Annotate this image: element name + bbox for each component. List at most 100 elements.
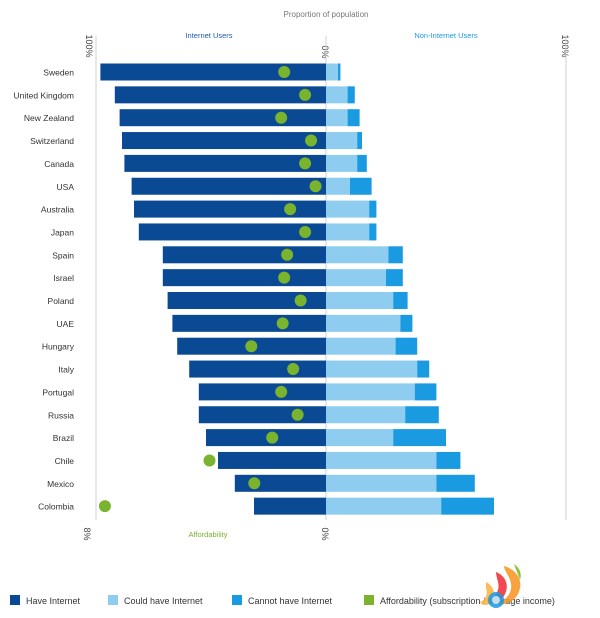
- non-internet-users-header: Non-Internet Users: [414, 31, 478, 40]
- bar-cannot-have-internet: [417, 360, 430, 378]
- country-label: Japan: [51, 227, 74, 237]
- row-usa: USA: [57, 177, 372, 195]
- legend-swatch: [10, 595, 20, 605]
- bar-could-have-internet: [326, 177, 350, 195]
- country-label: Chile: [55, 456, 75, 466]
- bar-could-have-internet: [326, 360, 418, 378]
- bottom-tick-center-0: 0%: [320, 527, 330, 540]
- bar-have-internet: [198, 383, 326, 401]
- bar-could-have-internet: [326, 223, 370, 241]
- affordability-point: [248, 477, 261, 490]
- affordability-point: [276, 317, 289, 330]
- bar-cannot-have-internet: [400, 314, 413, 332]
- country-label: Hungary: [42, 342, 75, 352]
- bar-could-have-internet: [326, 246, 389, 264]
- bar-cannot-have-internet: [441, 497, 494, 515]
- bar-cannot-have-internet: [388, 246, 403, 264]
- bar-cannot-have-internet: [395, 337, 418, 355]
- bottom-tick-left-8: 8%: [82, 527, 92, 540]
- bar-cannot-have-internet: [414, 383, 437, 401]
- bar-could-have-internet: [326, 109, 348, 127]
- bar-have-internet: [134, 200, 326, 218]
- legend-label: Have Internet: [26, 596, 81, 606]
- country-label: Israel: [53, 273, 74, 283]
- affordability-point: [294, 294, 307, 307]
- bar-have-internet: [189, 360, 326, 378]
- bar-could-have-internet: [326, 451, 437, 469]
- country-label: New Zealand: [24, 113, 74, 123]
- row-uae: UAE: [57, 314, 413, 332]
- affordability-point: [305, 134, 318, 147]
- bar-have-internet: [167, 292, 326, 309]
- bar-have-internet: [218, 451, 326, 469]
- bar-could-have-internet: [326, 429, 394, 447]
- row-colombia: Colombia: [38, 497, 494, 515]
- legend-label: Cannot have Internet: [248, 596, 333, 606]
- bar-cannot-have-internet: [393, 292, 408, 309]
- row-australia: Australia: [41, 200, 377, 218]
- bar-cannot-have-internet: [369, 223, 377, 241]
- bar-could-have-internet: [326, 406, 406, 424]
- bar-have-internet: [124, 154, 327, 172]
- bar-cannot-have-internet: [347, 86, 355, 104]
- legend: Have Internet Could have Internet Cannot h…: [10, 595, 555, 606]
- bar-cannot-have-internet: [405, 406, 439, 424]
- top-tick-center-0: 0%: [320, 45, 330, 58]
- legend-item-2: Could have Internet: [108, 595, 203, 606]
- legend-item-3: Cannot have Internet: [232, 595, 333, 606]
- row-poland: Poland: [48, 292, 408, 309]
- bar-could-have-internet: [326, 86, 348, 104]
- bar-could-have-internet: [326, 200, 370, 218]
- affordability-point: [281, 248, 294, 261]
- row-portugal: Portugal: [42, 383, 437, 401]
- bar-have-internet: [114, 86, 326, 104]
- bar-cannot-have-internet: [386, 269, 403, 287]
- row-mexico: Mexico: [47, 474, 475, 492]
- country-label: Mexico: [47, 479, 74, 489]
- bar-could-have-internet: [326, 292, 394, 309]
- bar-have-internet: [100, 63, 327, 81]
- top-tick-right-100: 100%: [560, 34, 570, 57]
- bar-cannot-have-internet: [357, 154, 367, 172]
- row-hungary: Hungary: [42, 337, 418, 355]
- row-canada: Canada: [44, 154, 367, 172]
- affordability-point: [98, 500, 111, 513]
- affordability-point: [275, 385, 288, 398]
- row-russia: Russia: [48, 406, 439, 424]
- country-label: Colombia: [38, 502, 74, 512]
- affordability-axis-label: Affordability: [188, 530, 227, 539]
- row-united-kingdom: United Kingdom: [14, 86, 355, 104]
- legend-label: Could have Internet: [124, 596, 203, 606]
- bar-cannot-have-internet: [436, 474, 475, 492]
- legend-label: Affordability (subscription / average in…: [380, 596, 555, 606]
- affordability-point: [299, 157, 312, 170]
- internet-users-header: Internet Users: [185, 31, 232, 40]
- country-label: Brazil: [53, 433, 74, 443]
- top-tick-left-100: 100%: [84, 34, 94, 57]
- bar-cannot-have-internet: [436, 451, 461, 469]
- country-label: Portugal: [42, 387, 74, 397]
- legend-item-1: Have Internet: [10, 595, 81, 606]
- country-label: USA: [57, 182, 75, 192]
- affordability-point: [203, 454, 216, 467]
- affordability-point: [278, 271, 291, 284]
- bar-could-have-internet: [326, 474, 437, 492]
- country-label: Poland: [48, 296, 75, 306]
- bar-have-internet: [122, 132, 326, 150]
- legend-swatch: [108, 595, 118, 605]
- bar-have-internet: [162, 246, 326, 264]
- country-label: Australia: [41, 205, 74, 215]
- bar-have-internet: [254, 497, 326, 515]
- row-chile: Chile: [55, 451, 461, 469]
- bar-cannot-have-internet: [350, 177, 372, 195]
- bar-cannot-have-internet: [393, 429, 446, 447]
- row-japan: Japan: [51, 223, 377, 241]
- flame-swirl-logo-icon: [480, 564, 521, 608]
- bar-could-have-internet: [326, 269, 386, 287]
- affordability-point: [309, 180, 322, 193]
- affordability-point: [278, 66, 291, 78]
- row-sweden: Sweden: [43, 63, 341, 81]
- legend-swatch: [364, 595, 374, 605]
- bar-cannot-have-internet: [338, 63, 341, 81]
- bar-could-have-internet: [326, 383, 415, 401]
